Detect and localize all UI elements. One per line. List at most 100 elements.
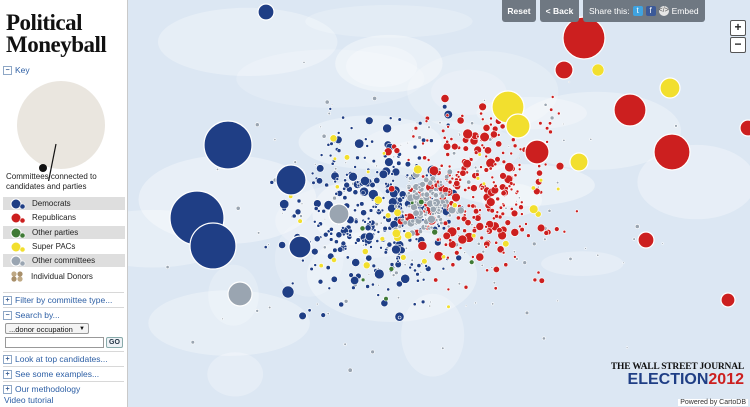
committee-bubble[interactable] (543, 102, 548, 107)
republican-bubble[interactable] (471, 228, 478, 234)
democrat-bubble[interactable] (388, 116, 393, 120)
committee-bubble[interactable] (411, 129, 414, 132)
committee-bubble[interactable] (549, 115, 555, 121)
republican-bubble[interactable] (548, 129, 553, 135)
committee-bubble[interactable] (372, 96, 377, 101)
republican-bubble[interactable] (536, 169, 543, 177)
republican-bubble[interactable] (455, 215, 461, 221)
other-party-bubble[interactable] (388, 266, 395, 272)
republican-bubble[interactable] (474, 172, 480, 177)
super-pac-bubble[interactable] (530, 185, 536, 191)
democrat-bubble[interactable] (298, 311, 307, 321)
republican-bubble[interactable] (483, 146, 492, 155)
democrat-bubble[interactable] (203, 120, 253, 170)
other-party-bubble[interactable] (431, 228, 439, 236)
democrat-bubble[interactable] (342, 195, 348, 201)
committee-bubble[interactable] (466, 179, 472, 185)
republican-bubble[interactable] (459, 169, 467, 177)
republican-bubble[interactable] (500, 190, 507, 197)
committee-bubble[interactable] (429, 225, 434, 230)
committee-bubble[interactable] (634, 224, 640, 229)
democrat-bubble[interactable] (343, 178, 348, 183)
legend-row-donors[interactable]: Individual Donors (3, 270, 125, 283)
republican-bubble[interactable] (479, 235, 484, 241)
democrat-bubble[interactable] (424, 173, 429, 178)
committee-bubble[interactable] (419, 270, 423, 274)
republican-bubble[interactable] (457, 234, 468, 245)
committee-bubble[interactable] (473, 165, 478, 170)
republican-bubble[interactable] (489, 208, 495, 214)
republican-bubble[interactable] (538, 277, 545, 284)
republican-bubble[interactable] (475, 252, 485, 262)
committee-bubble[interactable] (419, 181, 426, 188)
democrat-bubble[interactable] (392, 240, 397, 245)
committee-bubble[interactable] (433, 179, 437, 184)
video-tutorial-link[interactable]: Video tutorial (4, 395, 54, 405)
committee-bubble[interactable] (562, 122, 565, 126)
committee-bubble[interactable] (436, 214, 441, 219)
committee-bubble[interactable] (257, 231, 261, 235)
committee-bubble[interactable] (403, 263, 407, 267)
committee-bubble[interactable] (379, 221, 383, 225)
committee-bubble[interactable] (392, 155, 395, 159)
committee-bubble[interactable] (470, 121, 475, 126)
democrat-bubble[interactable] (378, 169, 388, 179)
democrat-bubble[interactable] (330, 275, 338, 283)
democrat-bubble[interactable] (376, 230, 381, 234)
republican-bubble[interactable] (720, 292, 736, 308)
republican-bubble[interactable] (532, 277, 538, 283)
republican-bubble[interactable] (462, 128, 474, 140)
republican-bubble[interactable] (462, 228, 467, 233)
committee-bubble[interactable] (406, 185, 411, 190)
republican-bubble[interactable] (518, 224, 522, 229)
democrat-bubble[interactable] (316, 177, 324, 185)
committee-bubble[interactable] (483, 99, 486, 102)
committee-bubbles[interactable] (165, 3, 750, 373)
democrat-bubble[interactable] (313, 220, 317, 224)
committee-bubble[interactable] (216, 167, 220, 171)
democrat-bubble[interactable] (384, 157, 394, 167)
super-pac-bubble[interactable] (366, 169, 371, 174)
republican-bubble[interactable] (555, 162, 565, 171)
democrat-bubble[interactable] (320, 312, 326, 318)
committee-bubble[interactable] (328, 203, 350, 225)
committee-bubble[interactable] (438, 203, 443, 208)
republican-bubble[interactable] (499, 123, 506, 130)
democrat-bubble[interactable] (335, 231, 343, 239)
reset-button[interactable]: Reset (502, 0, 536, 22)
republican-bubble[interactable] (447, 179, 453, 185)
democrat-bubble[interactable] (319, 153, 324, 157)
democrat-bubble[interactable] (333, 239, 339, 245)
republican-bubble[interactable] (537, 164, 542, 169)
democrat-bubble[interactable] (294, 208, 302, 216)
committee-bubble[interactable] (396, 296, 400, 300)
democrat-bubble[interactable] (343, 181, 350, 189)
republican-bubble[interactable] (486, 197, 496, 207)
committee-bubble[interactable] (347, 367, 353, 373)
republican-bubble[interactable] (484, 225, 488, 229)
committee-bubble[interactable] (490, 266, 494, 269)
republican-bubble[interactable] (466, 203, 472, 208)
democrat-bubble[interactable] (414, 237, 419, 241)
democrat-bubble[interactable] (400, 273, 411, 284)
republican-bubble[interactable] (473, 208, 480, 215)
back-button[interactable]: < Back (540, 0, 579, 22)
super-pac-bubble[interactable] (481, 181, 487, 186)
other-party-bubble[interactable] (410, 200, 415, 205)
democrat-bubble[interactable] (316, 164, 325, 173)
republican-bubble[interactable] (450, 176, 455, 181)
embed-icon[interactable]: </> (658, 6, 669, 16)
republican-bubble[interactable] (446, 255, 450, 260)
committee-bubble[interactable] (492, 281, 497, 285)
democrat-bubble[interactable] (325, 265, 331, 271)
super-pac-bubble[interactable] (502, 240, 510, 248)
republican-bubble[interactable] (524, 222, 528, 226)
republican-bubble[interactable] (562, 16, 606, 60)
democrat-bubble[interactable] (313, 199, 322, 208)
republican-bubble[interactable] (443, 242, 448, 247)
democrat-bubble[interactable] (382, 225, 388, 232)
committee-bubble[interactable] (326, 312, 330, 316)
democrat-bubble[interactable] (281, 285, 295, 299)
republican-bubble[interactable] (545, 140, 549, 144)
democrat-bubble[interactable] (368, 220, 372, 224)
